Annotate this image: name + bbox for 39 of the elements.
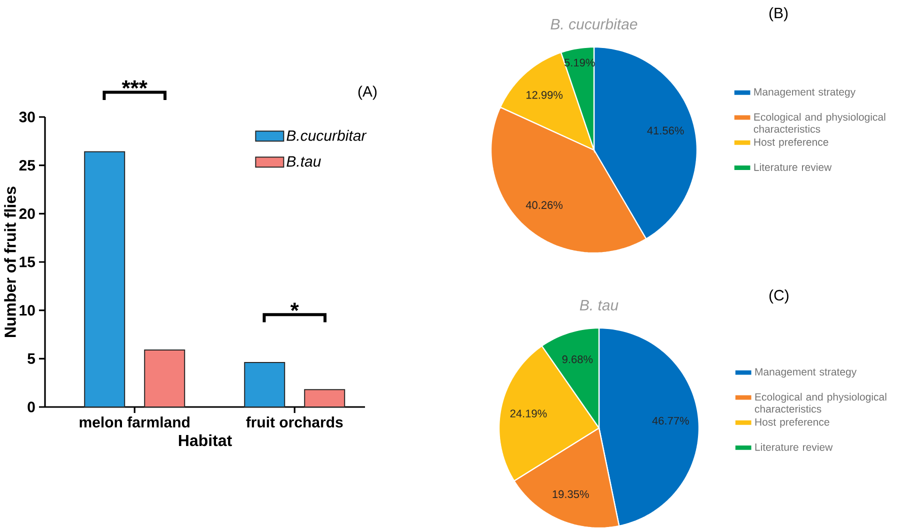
legend-label: Ecological and physiological characteristics [754, 392, 886, 413]
data-label: 9.68% [562, 355, 593, 364]
data-label: 24.19% [510, 410, 547, 418]
y-axis-title: Number of fruit flies [4, 186, 16, 337]
data-label: 12.99% [526, 91, 563, 99]
y-tick-label: 10 [20, 305, 35, 316]
legend-label: Literature review [755, 443, 833, 451]
data-label: 46.77% [652, 416, 689, 425]
bar [84, 151, 126, 408]
annotation: * [290, 302, 299, 311]
x-tick-label: fruit orchards [246, 416, 343, 428]
y-tick-label: 30 [19, 112, 35, 122]
bar [304, 389, 346, 408]
y-tick-label: 15 [20, 256, 36, 268]
data-label: 41.56% [647, 126, 684, 134]
chart-title: B. tau [580, 300, 618, 310]
text: (C) [769, 290, 788, 304]
legend-label: Host preference [755, 418, 830, 428]
y-tick-label: 20 [19, 208, 35, 219]
data-label: 19.35% [552, 490, 589, 498]
text: (B) [769, 7, 788, 22]
legend-label: Management strategy [754, 88, 856, 98]
y-tick-label: 5 [28, 353, 36, 364]
text: *** [122, 80, 148, 89]
y-tick-label: 0 [28, 402, 35, 412]
legend-label: B.cucurbitar [286, 130, 367, 141]
legend-label: Literature review [754, 163, 832, 171]
legend-label: Ecological and physiological characteristics [754, 113, 886, 133]
bar [144, 349, 186, 408]
bar [244, 362, 286, 408]
data-label: 40.26% [526, 201, 563, 209]
chart-title: B. cucurbitae [550, 18, 638, 30]
legend-label: B.tau [286, 156, 321, 167]
text: (A) [358, 86, 377, 100]
y-tick-label: 25 [19, 160, 36, 171]
legend-label: Host preference [754, 138, 828, 148]
x-tick-label: melon farmland [80, 416, 190, 428]
legend-label: Management strategy [755, 368, 857, 378]
x-axis-title: Habitat [178, 434, 232, 446]
